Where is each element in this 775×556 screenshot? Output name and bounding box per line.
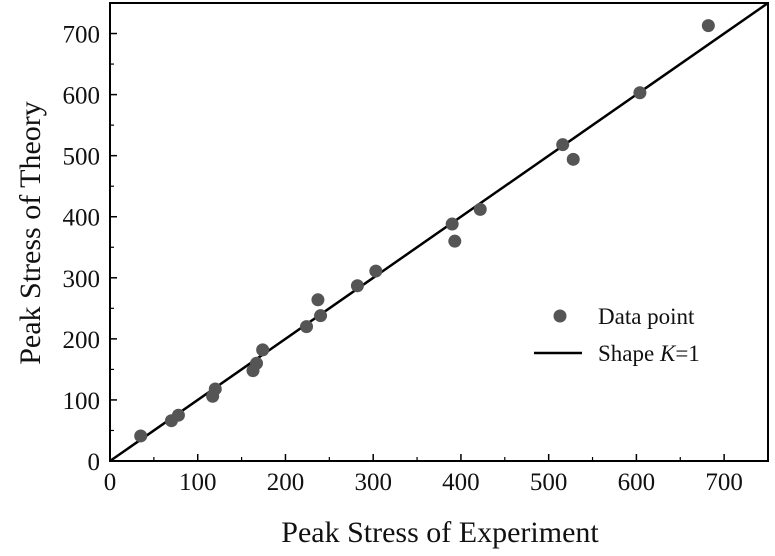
legend-label-shape-k-prefix: Shape	[598, 341, 660, 366]
data-point	[311, 293, 325, 307]
y-tick-label: 400	[63, 205, 101, 232]
x-tick-label: 100	[179, 469, 217, 496]
y-tick-label: 200	[63, 327, 101, 354]
data-point	[633, 86, 647, 100]
legend-label-data-point: Data point	[598, 304, 695, 329]
y-tick-label: 500	[63, 144, 101, 171]
y-tick-label: 100	[63, 388, 101, 415]
x-tick-label: 400	[442, 469, 480, 496]
x-tick-label: 700	[705, 469, 743, 496]
legend-marker-data-point	[553, 309, 567, 323]
data-point	[171, 408, 185, 422]
x-tick-label: 200	[267, 469, 305, 496]
data-point	[566, 152, 580, 166]
data-point	[256, 343, 270, 357]
x-tick-label: 600	[618, 469, 656, 496]
data-point	[701, 19, 715, 33]
data-point	[556, 138, 570, 152]
legend-label-shape-k: Shape K=1	[598, 341, 700, 366]
data-point	[448, 234, 462, 248]
x-axis-title: Peak Stress of Experiment	[281, 516, 599, 549]
y-tick-label: 600	[63, 83, 101, 110]
data-point	[314, 309, 328, 323]
legend-label-shape-k-suffix: =1	[675, 341, 699, 366]
data-point	[473, 202, 487, 216]
data-point	[445, 217, 459, 231]
data-point	[300, 320, 314, 334]
data-point	[134, 429, 148, 443]
data-point	[369, 264, 383, 278]
x-tick-label: 500	[530, 469, 568, 496]
x-tick-label: 300	[354, 469, 392, 496]
plot-area: 0 100 200 300 400 500 600 700 0 100 200 300 400 500 60…	[63, 1, 769, 496]
data-point	[350, 279, 364, 293]
legend: Data point Shape K=1	[534, 304, 700, 366]
plot-frame	[109, 2, 769, 462]
legend-label-shape-k-italic: K	[659, 341, 677, 366]
data-point	[250, 356, 264, 370]
data-point	[208, 382, 222, 396]
y-axis-title: Peak Stress of Theory	[14, 101, 47, 365]
y-tick-label: 0	[88, 449, 101, 476]
y-tick-label: 700	[63, 22, 101, 49]
x-tick-label: 0	[104, 469, 117, 496]
y-tick-label: 300	[63, 266, 101, 293]
